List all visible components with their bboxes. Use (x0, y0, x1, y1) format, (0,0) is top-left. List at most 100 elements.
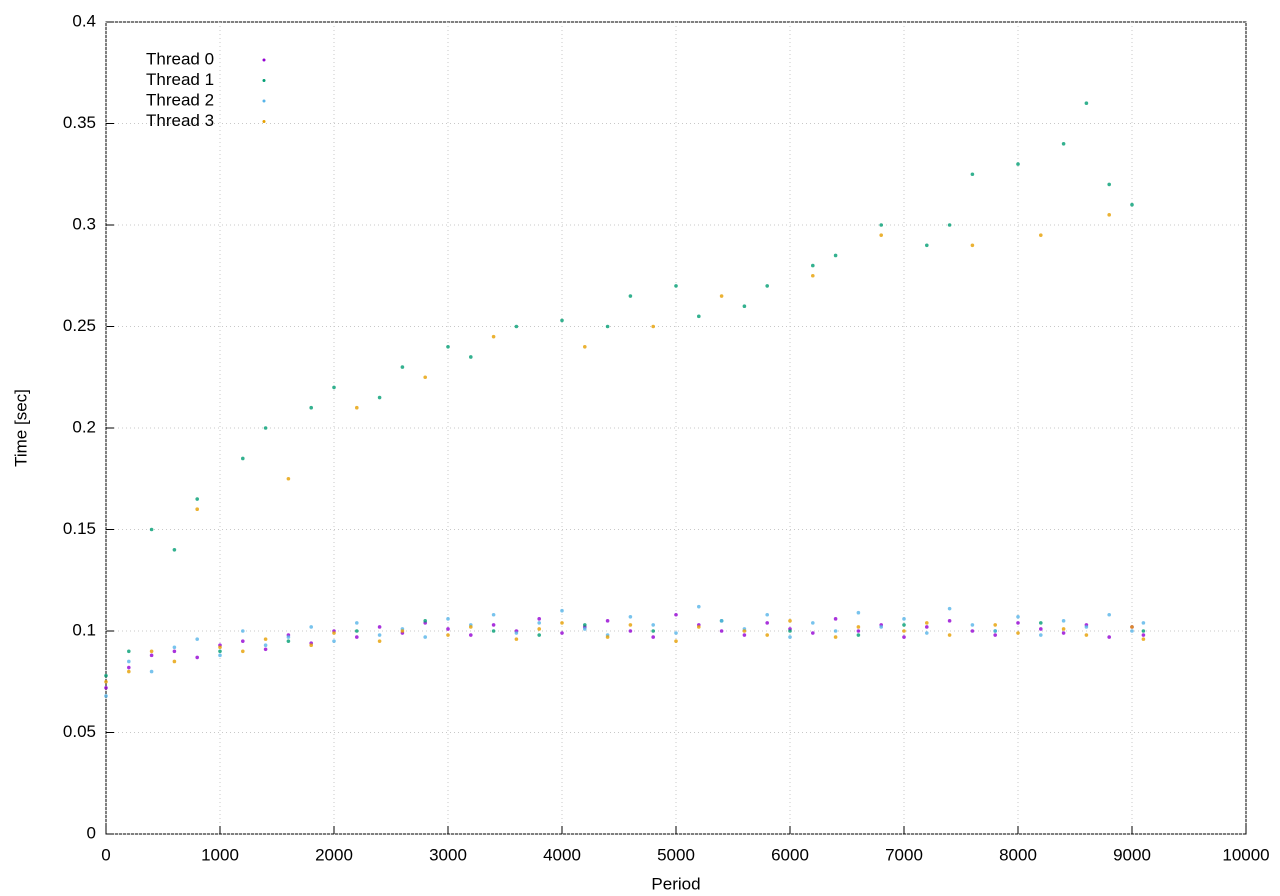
point (332, 385, 336, 390)
point (127, 665, 131, 670)
point (263, 637, 268, 641)
point (332, 639, 336, 643)
point (628, 614, 633, 619)
point (697, 604, 701, 609)
point (491, 334, 496, 339)
point (241, 629, 245, 633)
point (149, 669, 154, 674)
point (355, 405, 359, 410)
point (355, 629, 359, 633)
point (970, 172, 975, 177)
point (742, 633, 747, 637)
point (1141, 629, 1146, 633)
point (628, 629, 633, 633)
point (811, 631, 815, 635)
y-tick-label: 0.05 (63, 722, 96, 741)
point (925, 621, 929, 625)
y-tick-label: 0.15 (63, 519, 96, 538)
point (491, 629, 496, 633)
point (446, 627, 450, 631)
point (719, 619, 724, 623)
point (674, 631, 678, 635)
point (605, 635, 610, 639)
point (719, 294, 724, 298)
point (811, 621, 815, 625)
point (902, 617, 906, 621)
point (879, 233, 883, 237)
point (560, 621, 564, 625)
point (286, 639, 291, 643)
legend-marker (262, 58, 266, 62)
point (537, 621, 541, 625)
y-tick-label: 0.4 (72, 11, 96, 30)
point (491, 623, 496, 627)
point (742, 304, 747, 309)
point (309, 643, 314, 648)
point (1130, 202, 1134, 207)
point (377, 639, 382, 643)
point (651, 324, 655, 329)
point (788, 635, 792, 639)
x-tick-label: 7000 (885, 845, 923, 864)
x-tick-label: 9000 (1113, 845, 1151, 864)
point (993, 629, 997, 633)
point (742, 629, 747, 633)
point (925, 243, 929, 248)
point (1084, 625, 1089, 629)
point (263, 643, 268, 648)
point (1107, 182, 1111, 187)
point (104, 673, 108, 678)
point (149, 653, 154, 658)
point (1141, 633, 1146, 637)
x-tick-label: 5000 (657, 845, 695, 864)
point (423, 375, 428, 380)
point (286, 476, 291, 481)
y-tick-label: 0.35 (63, 113, 96, 132)
point (218, 653, 222, 658)
point (127, 659, 131, 664)
point (1061, 627, 1066, 631)
point (947, 633, 952, 637)
point (1107, 635, 1111, 639)
point (491, 612, 496, 617)
point (651, 623, 655, 627)
point (104, 694, 108, 698)
point (674, 639, 678, 643)
x-tick-label: 10000 (1222, 845, 1269, 864)
point (1039, 233, 1043, 237)
point (583, 627, 587, 631)
point (788, 619, 792, 623)
point (514, 637, 519, 641)
point (355, 635, 359, 639)
x-tick-label: 1000 (201, 845, 239, 864)
point (879, 223, 883, 227)
y-tick-label: 0.1 (72, 620, 96, 639)
y-tick-label: 0.2 (72, 417, 96, 436)
point (993, 633, 997, 637)
y-tick-label: 0.25 (63, 316, 96, 335)
point (856, 633, 861, 637)
point (263, 426, 268, 430)
point (788, 629, 792, 633)
x-tick-label: 4000 (543, 845, 581, 864)
point (537, 617, 541, 621)
point (833, 617, 838, 621)
point (195, 507, 199, 512)
point (1039, 633, 1043, 637)
point (970, 629, 975, 633)
point (833, 253, 838, 258)
point (765, 621, 769, 625)
point (514, 631, 519, 635)
point (674, 284, 678, 288)
point (1141, 621, 1146, 625)
point (1107, 213, 1111, 217)
point (947, 619, 952, 623)
legend-marker (262, 79, 266, 82)
point (537, 633, 541, 637)
point (560, 631, 564, 635)
point (1130, 629, 1134, 633)
point (833, 629, 838, 633)
point (1141, 637, 1146, 641)
point (127, 669, 131, 674)
